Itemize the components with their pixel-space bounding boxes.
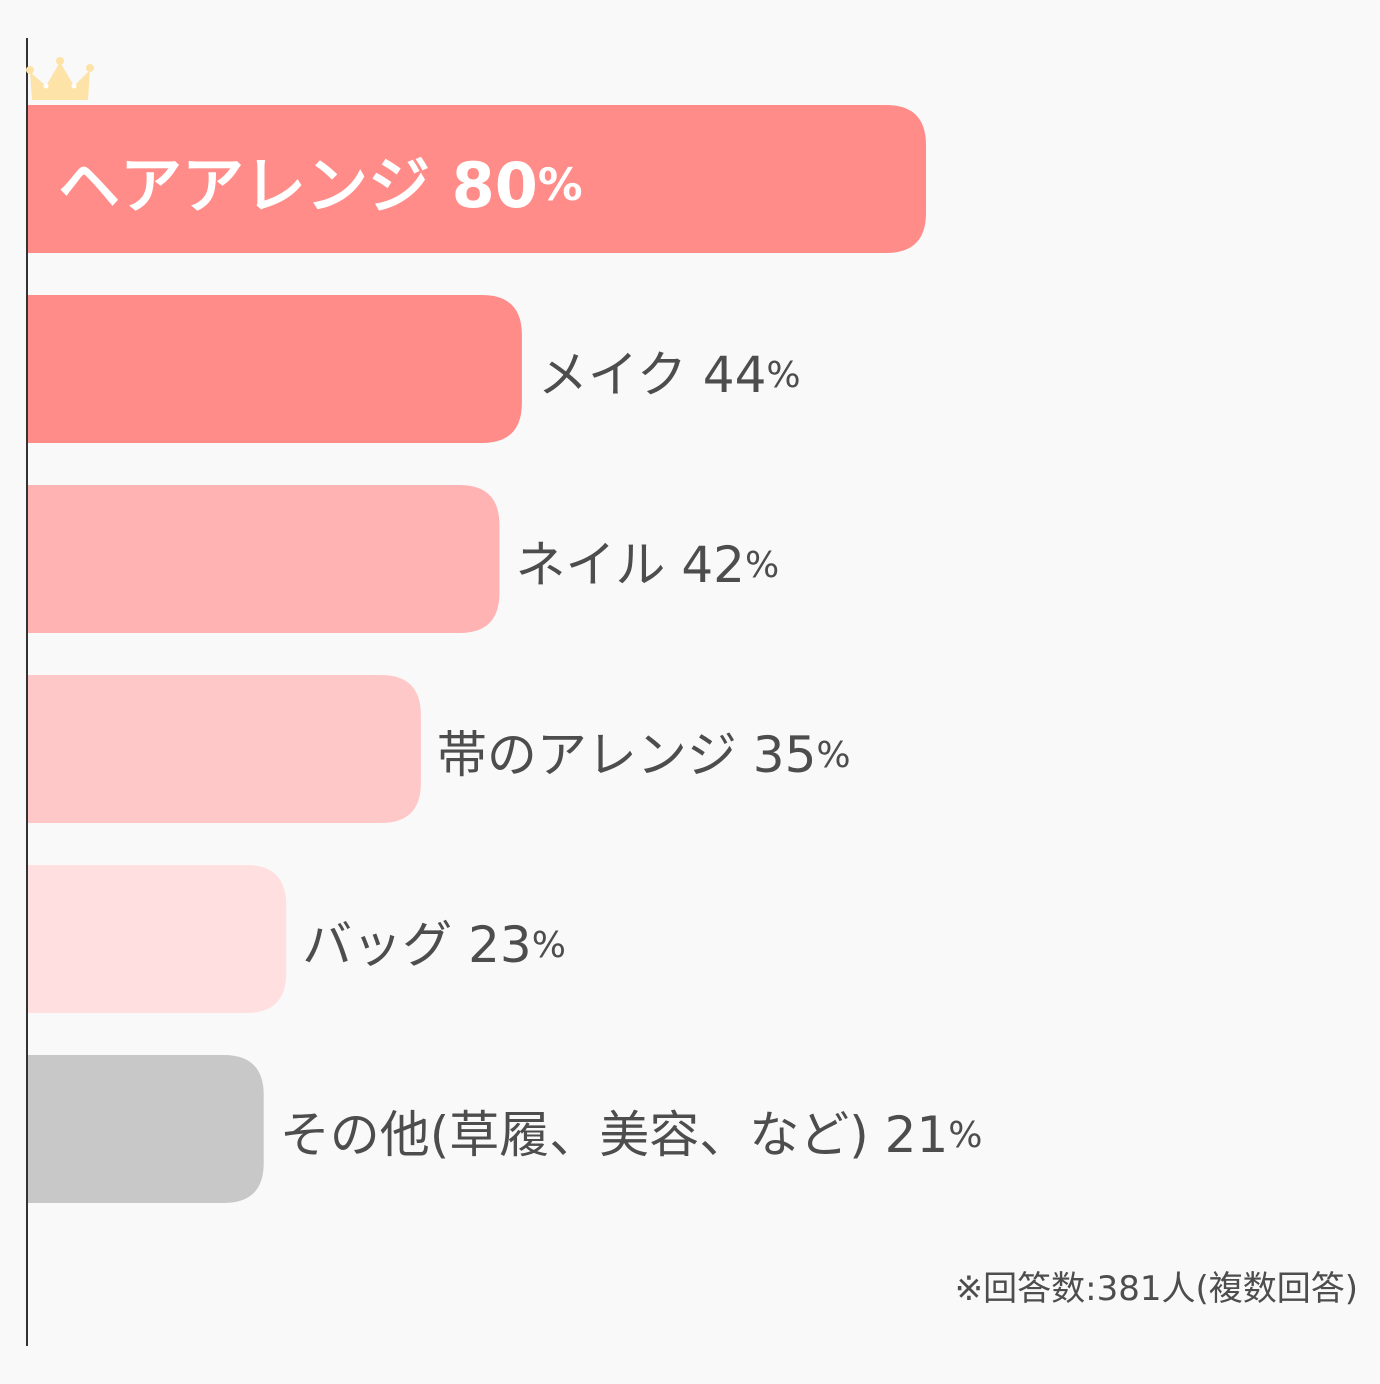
category-name-3: 帯のアレンジ xyxy=(437,726,753,784)
category-name-1: メイク xyxy=(538,346,703,404)
value-5: 21 xyxy=(885,1106,949,1164)
value-3: 35 xyxy=(753,726,817,784)
bar-4 xyxy=(28,865,287,1013)
crown-icon xyxy=(26,57,94,100)
percent-sign-2: % xyxy=(745,545,779,586)
value-2: 42 xyxy=(681,536,745,594)
bar-5 xyxy=(28,1055,264,1203)
bar-3 xyxy=(28,675,421,823)
bar-0 xyxy=(28,105,926,253)
percent-sign-1: % xyxy=(766,355,800,396)
bar-1 xyxy=(28,295,522,443)
bar-label-4: バッグ 23% xyxy=(302,916,566,974)
bar-label-3: 帯のアレンジ 35% xyxy=(437,726,851,784)
bar-label-0: ヘアアレンジ 80% xyxy=(58,149,583,222)
category-name-4: バッグ xyxy=(302,916,468,974)
bar-2 xyxy=(28,485,500,633)
value-0: 80 xyxy=(452,149,538,222)
percent-sign-4: % xyxy=(532,925,566,966)
category-name-2: ネイル xyxy=(515,536,681,594)
value-4: 23 xyxy=(468,916,532,974)
value-1: 44 xyxy=(703,346,767,404)
bars-group xyxy=(28,105,926,1203)
category-name-0: ヘアアレンジ xyxy=(58,149,452,222)
labels-group: ヘアアレンジ 80%メイク 44%ネイル 42%帯のアレンジ 35%バッグ 23… xyxy=(58,149,982,1165)
percent-sign-3: % xyxy=(816,735,850,776)
bar-label-1: メイク 44% xyxy=(538,346,801,404)
respondent-note: ※回答数:381人(複数回答) xyxy=(955,1269,1358,1309)
bar-label-5: その他(草履、美容、など) 21% xyxy=(280,1106,983,1164)
percent-sign-0: % xyxy=(538,159,583,211)
bar-label-2: ネイル 42% xyxy=(515,536,779,594)
category-name-5: その他(草履、美容、など) xyxy=(280,1106,885,1164)
percent-sign-5: % xyxy=(948,1115,982,1156)
